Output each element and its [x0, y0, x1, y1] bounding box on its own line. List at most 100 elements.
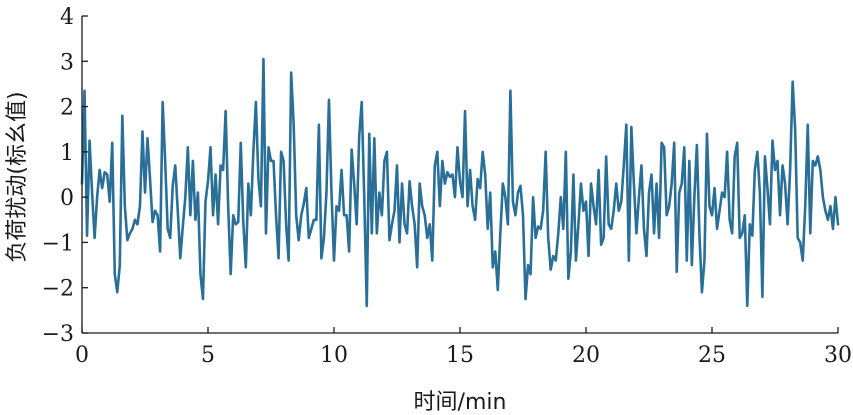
data-point — [444, 182, 446, 185]
data-point — [290, 72, 292, 74]
data-point — [393, 210, 396, 212]
data-point — [754, 169, 756, 171]
data-point — [628, 259, 630, 262]
data-point — [414, 223, 416, 225]
data-point — [729, 219, 731, 221]
data-point — [356, 223, 358, 225]
data-point — [603, 237, 605, 239]
data-point — [214, 173, 217, 176]
data-point — [529, 273, 532, 275]
data-point — [499, 232, 501, 234]
data-point — [497, 289, 499, 291]
data-point — [693, 196, 695, 198]
data-point — [252, 151, 254, 153]
data-point — [94, 237, 96, 239]
x-tick-label: 0 — [75, 343, 89, 368]
data-point — [698, 232, 701, 234]
data-point — [703, 259, 706, 262]
data-point — [587, 255, 590, 257]
data-point — [643, 228, 645, 230]
data-point — [280, 151, 282, 153]
data-point — [441, 160, 443, 162]
data-point — [247, 182, 249, 185]
data-point — [489, 192, 491, 194]
data-point — [676, 271, 678, 273]
y-tick-label: −2 — [42, 277, 74, 302]
data-point — [126, 239, 128, 241]
data-point — [658, 237, 660, 239]
data-point — [230, 273, 232, 275]
x-tick-label: 5 — [201, 343, 215, 368]
data-point — [701, 291, 703, 293]
data-point — [146, 137, 149, 139]
data-point — [620, 201, 622, 203]
data-point — [401, 182, 403, 185]
data-point — [131, 228, 133, 230]
data-point — [257, 178, 259, 180]
data-point — [439, 205, 441, 207]
data-point — [650, 173, 653, 176]
data-point — [298, 239, 300, 241]
data-point — [366, 305, 368, 307]
data-point — [396, 164, 398, 167]
data-point — [172, 185, 174, 187]
data-point — [613, 210, 615, 212]
y-tick-label: 3 — [60, 50, 74, 75]
data-point — [766, 187, 769, 189]
x-tick-label: 20 — [572, 343, 600, 368]
data-point — [663, 146, 665, 148]
data-point — [562, 228, 564, 230]
data-point — [746, 305, 748, 307]
data-point — [338, 210, 340, 212]
data-point — [406, 232, 408, 234]
data-point — [409, 180, 411, 182]
data-point — [431, 259, 433, 262]
data-point — [295, 214, 297, 216]
data-point — [283, 160, 285, 162]
data-point — [464, 110, 466, 112]
series-line — [80, 57, 840, 308]
data-point — [807, 124, 809, 126]
data-point — [633, 182, 635, 185]
data-point — [144, 192, 146, 194]
data-point — [419, 182, 421, 185]
data-point — [834, 196, 837, 198]
data-point — [827, 219, 829, 221]
data-point — [421, 205, 423, 207]
data-point — [814, 164, 816, 167]
data-point — [303, 203, 305, 205]
data-point — [255, 101, 257, 103]
data-point — [802, 259, 804, 262]
data-point — [391, 223, 393, 225]
data-point — [640, 164, 643, 167]
data-point — [265, 232, 267, 234]
data-point — [111, 142, 113, 144]
y-tick-label: −3 — [42, 322, 74, 347]
data-point — [361, 101, 363, 103]
x-tick-label: 10 — [320, 343, 348, 368]
data-point — [668, 205, 670, 207]
data-point — [207, 180, 209, 182]
data-point — [759, 192, 761, 194]
data-point — [524, 298, 527, 300]
data-point — [592, 205, 595, 207]
data-point — [86, 235, 88, 237]
data-point — [472, 205, 474, 207]
data-point — [653, 232, 655, 234]
data-point — [570, 250, 572, 253]
data-point — [383, 160, 385, 162]
data-point — [474, 219, 476, 221]
data-point — [630, 126, 632, 128]
data-point — [106, 173, 108, 176]
data-point — [461, 196, 464, 198]
data-point — [340, 169, 343, 171]
data-point — [335, 205, 338, 207]
data-point — [837, 223, 839, 225]
data-point — [83, 90, 86, 92]
data-point — [655, 182, 658, 185]
data-point — [502, 182, 504, 185]
data-point — [250, 214, 252, 216]
data-point — [691, 264, 693, 266]
data-point — [787, 223, 789, 225]
data-point — [776, 160, 779, 162]
